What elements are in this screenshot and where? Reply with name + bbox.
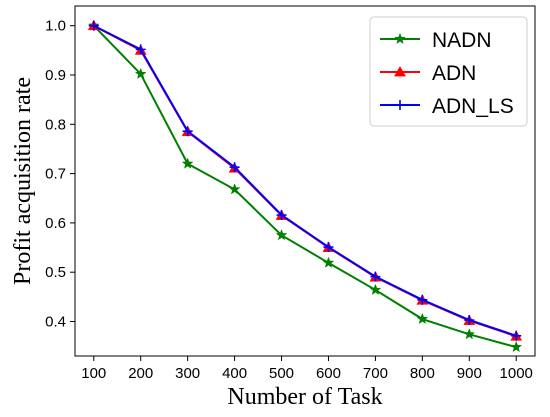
series-adn-ls [88,20,522,341]
data-point [228,183,241,195]
y-tick-label: 0.9 [45,67,66,84]
x-tick-label: 200 [128,365,153,382]
data-point [416,312,429,325]
data-point [323,242,334,253]
x-axis-title: Number of Task [227,384,382,410]
data-point [276,210,287,221]
x-tick-label: 100 [81,365,106,382]
plot-area [74,5,536,357]
y-tick-label: 1.0 [45,18,66,35]
x-tick-label: 800 [410,365,435,382]
data-point [370,271,381,282]
data-point [88,20,99,31]
x-tick-label: 400 [222,365,247,382]
legend-label: ADN_LS [432,95,514,118]
series-line [93,24,517,337]
y-tick-label: 0.8 [45,116,66,133]
legend-label: NADN [432,29,492,52]
legend: NADN ADN ADN_LS [369,16,528,127]
legend-box [369,16,528,127]
data-point [510,340,523,353]
data-point [322,256,335,268]
legend-item: ADN [380,62,476,85]
data-point [135,44,146,55]
x-tick-label: 500 [269,365,294,382]
data-point [463,328,476,340]
legend-marker [394,32,406,45]
legend-marker [395,100,405,110]
series-layer [87,19,523,353]
data-point [181,157,194,169]
data-point [417,294,428,305]
y-axis-title: Profit acquisition rate [10,77,36,285]
x-tick-label: 900 [457,365,482,382]
data-point [369,283,382,295]
x-tick-label: 600 [316,365,341,382]
x-tick-label: 700 [363,365,388,382]
data-point [511,330,522,341]
y-tick-label: 0.7 [45,166,66,183]
data-point [464,315,475,326]
legend-label: ADN [432,62,476,85]
y-tick-label: 0.4 [45,313,66,330]
data-point [275,229,288,241]
plot-frame [74,5,536,357]
legend-item: NADN [380,29,492,52]
series-nadn [87,19,523,353]
data-point [182,126,193,137]
x-tick-label: 1000 [500,365,533,382]
x-axis: 100 200 300 400 500 600 700 800 900 1000 [81,356,533,382]
x-tick-label: 300 [175,365,200,382]
legend-marker [394,65,406,77]
data-point [134,67,147,80]
legend-item: ADN_LS [380,95,514,118]
y-axis: 0.4 0.5 0.6 0.7 0.8 0.9 1.0 [45,18,75,330]
data-point [229,162,240,173]
series-line [93,25,517,349]
y-tick-label: 0.6 [45,215,66,232]
y-tick-label: 0.5 [45,264,66,281]
